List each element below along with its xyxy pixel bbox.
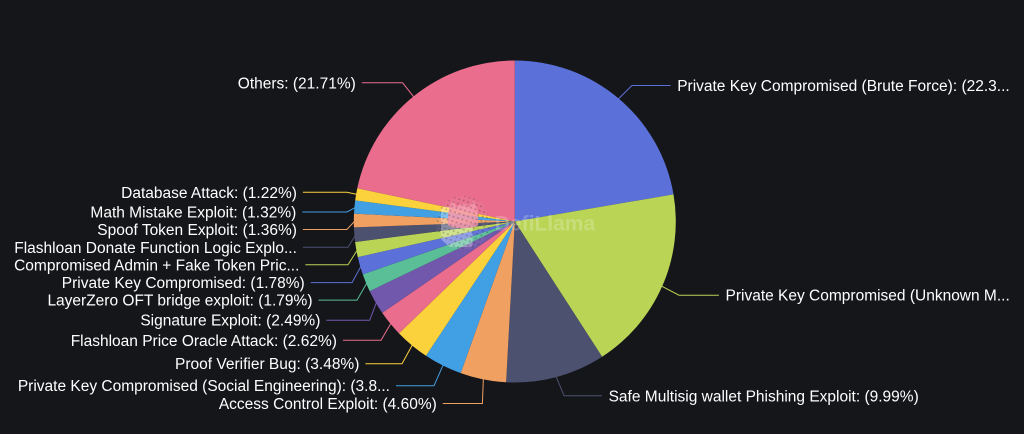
svg-text:Others: (21.71%): Others: (21.71%)	[238, 75, 356, 92]
svg-text:Math Mistake Exploit: (1.32%): Math Mistake Exploit: (1.32%)	[90, 205, 296, 222]
svg-text:Spoof Token Exploit: (1.36%): Spoof Token Exploit: (1.36%)	[97, 222, 297, 239]
svg-text:Database Attack: (1.22%): Database Attack: (1.22%)	[121, 185, 297, 202]
svg-text:Flashloan Donate Function Logi: Flashloan Donate Function Logic Explo...	[14, 240, 297, 257]
svg-text:LayerZero OFT bridge exploit:: LayerZero OFT bridge exploit: (1.79%)	[47, 293, 312, 310]
svg-text:Private Key Compromised: (1.78: Private Key Compromised: (1.78%)	[62, 275, 305, 292]
svg-text:Private Key Compromised (Unkno: Private Key Compromised (Unknown M...	[726, 288, 1010, 305]
svg-text:Flashloan Price Oracle Attack:: Flashloan Price Oracle Attack: (2.62%)	[71, 333, 337, 350]
svg-text:DefiLlama: DefiLlama	[495, 213, 596, 236]
svg-text:Access Control Exploit: (4.60%: Access Control Exploit: (4.60%)	[219, 396, 437, 413]
svg-text:Safe Multisig wallet Phishing: Safe Multisig wallet Phishing Exploit: (…	[609, 388, 919, 405]
svg-text:Proof Verifier Bug: (3.48%): Proof Verifier Bug: (3.48%)	[175, 356, 359, 373]
svg-text:Private Key Compromised (Socia: Private Key Compromised (Social Engineer…	[18, 378, 390, 395]
svg-text:Signature Exploit: (2.49%): Signature Exploit: (2.49%)	[140, 313, 320, 330]
svg-text:Compromised Admin + Fake Token: Compromised Admin + Fake Token Pric...	[14, 257, 299, 274]
svg-text:Private Key Compromised (Brute: Private Key Compromised (Brute Force): (…	[677, 78, 1010, 95]
